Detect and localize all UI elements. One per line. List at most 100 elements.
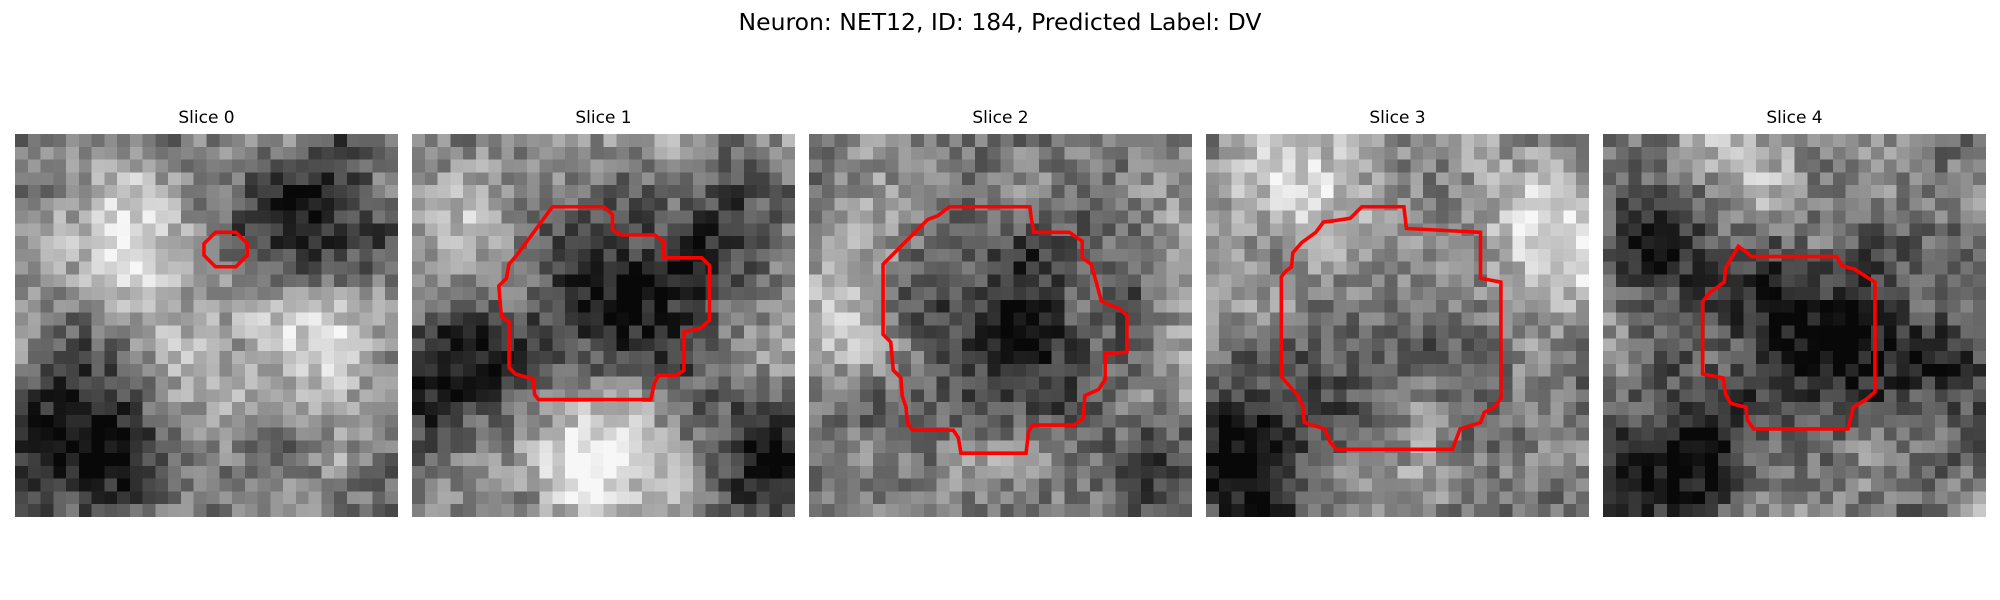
slice-pixel	[1858, 351, 1872, 365]
slice-pixel	[1934, 465, 1948, 479]
slice-pixel	[1102, 261, 1116, 275]
slice-pixel	[743, 427, 757, 441]
slice-pixel	[1206, 478, 1220, 492]
slice-pixel	[1423, 465, 1437, 479]
slice-pixel	[1346, 236, 1360, 250]
slice-pixel	[577, 414, 591, 428]
slice-pixel	[1115, 478, 1129, 492]
slice-pixel	[1295, 172, 1309, 186]
slice-pixel	[1794, 351, 1808, 365]
slice-pixel	[1563, 146, 1577, 160]
slice-pixel	[885, 478, 899, 492]
slice-pixel	[1563, 465, 1577, 479]
slice-pixel	[232, 427, 246, 441]
slice-pixel	[346, 236, 360, 250]
slice-pixel	[1883, 287, 1897, 301]
slice-pixel	[1717, 312, 1731, 326]
slice-pixel	[1909, 312, 1923, 326]
slice-pixel	[1231, 210, 1245, 224]
slice-pixel	[155, 159, 169, 173]
slice-pixel	[1282, 414, 1296, 428]
slice-pixel	[718, 504, 732, 517]
slice-pixel	[308, 325, 322, 339]
slice-pixel	[1269, 402, 1283, 416]
slice-pixel	[1537, 312, 1551, 326]
slice-pixel	[1166, 134, 1180, 148]
slice-pixel	[501, 197, 515, 211]
slice-pixel	[885, 440, 899, 454]
slice-pixel	[424, 402, 438, 416]
slice-pixel	[450, 210, 464, 224]
slice-pixel	[1615, 287, 1629, 301]
slice-pixel	[1781, 427, 1795, 441]
slice-pixel	[193, 453, 207, 467]
slice-pixel	[1166, 159, 1180, 173]
slice-pixel	[987, 236, 1001, 250]
slice-pixel	[1423, 338, 1437, 352]
slice-pixel	[1615, 134, 1629, 148]
slice-pixel	[91, 402, 105, 416]
slice-pixel	[1947, 197, 1961, 211]
slice-pixel	[1576, 299, 1589, 313]
slice-pixel	[936, 465, 950, 479]
slice-pixel	[1000, 197, 1014, 211]
slice-pixel	[1832, 453, 1846, 467]
slice-pixel	[1448, 363, 1462, 377]
slice-pixel	[809, 134, 823, 148]
slice-pixel	[334, 197, 348, 211]
slice-pixel	[1781, 185, 1795, 199]
slice-pixel	[129, 287, 143, 301]
slice-pixel	[1666, 261, 1680, 275]
slice-pixel	[334, 261, 348, 275]
slice-pixel	[809, 312, 823, 326]
slice-pixel	[117, 491, 131, 505]
slice-pixel	[168, 465, 182, 479]
slice-pixel	[1730, 440, 1744, 454]
slice-pixel	[295, 146, 309, 160]
slice-pixel	[1000, 453, 1014, 467]
slice-pixel	[104, 134, 118, 148]
slice-pixel	[321, 440, 335, 454]
slice-pixel	[949, 478, 963, 492]
slice-pixel	[1794, 402, 1808, 416]
slice-pixel	[1666, 440, 1680, 454]
slice-pixel	[756, 389, 770, 403]
slice-pixel	[911, 363, 925, 377]
slice-pixel	[142, 287, 156, 301]
slice-pixel	[590, 312, 604, 326]
slice-pixel	[193, 172, 207, 186]
slice-pixel	[1512, 440, 1526, 454]
slice-pixel	[27, 210, 41, 224]
slice-pixel	[1026, 134, 1040, 148]
slice-pixel	[91, 134, 105, 148]
slice-pixel	[705, 299, 719, 313]
slice-pixel	[539, 414, 553, 428]
slice-pixel	[1550, 210, 1564, 224]
slice-pixel	[809, 159, 823, 173]
slice-pixel	[847, 223, 861, 237]
slice-pixel	[27, 287, 41, 301]
slice-pixel	[756, 376, 770, 390]
slice-pixel	[1832, 312, 1846, 326]
slice-pixel	[27, 427, 41, 441]
slice-pixel	[923, 478, 937, 492]
slice-pixel	[1909, 248, 1923, 262]
slice-pixel	[308, 491, 322, 505]
slice-pixel	[372, 210, 386, 224]
slice-pixel	[1641, 172, 1655, 186]
slice-pixel	[974, 351, 988, 365]
slice-pixel	[155, 376, 169, 390]
slice-pixel	[1448, 261, 1462, 275]
slice-pixel	[1845, 376, 1859, 390]
slice-pixel	[1295, 504, 1309, 517]
slice-pixel	[257, 440, 271, 454]
slice-pixel	[308, 134, 322, 148]
slice-pixel	[756, 312, 770, 326]
slice-pixel	[847, 427, 861, 441]
slice-pixel	[180, 210, 194, 224]
slice-pixel	[1909, 465, 1923, 479]
slice-pixel	[1550, 414, 1564, 428]
slice-pixel	[1781, 299, 1795, 313]
slice-pixel	[1153, 312, 1167, 326]
slice-pixel	[1858, 236, 1872, 250]
